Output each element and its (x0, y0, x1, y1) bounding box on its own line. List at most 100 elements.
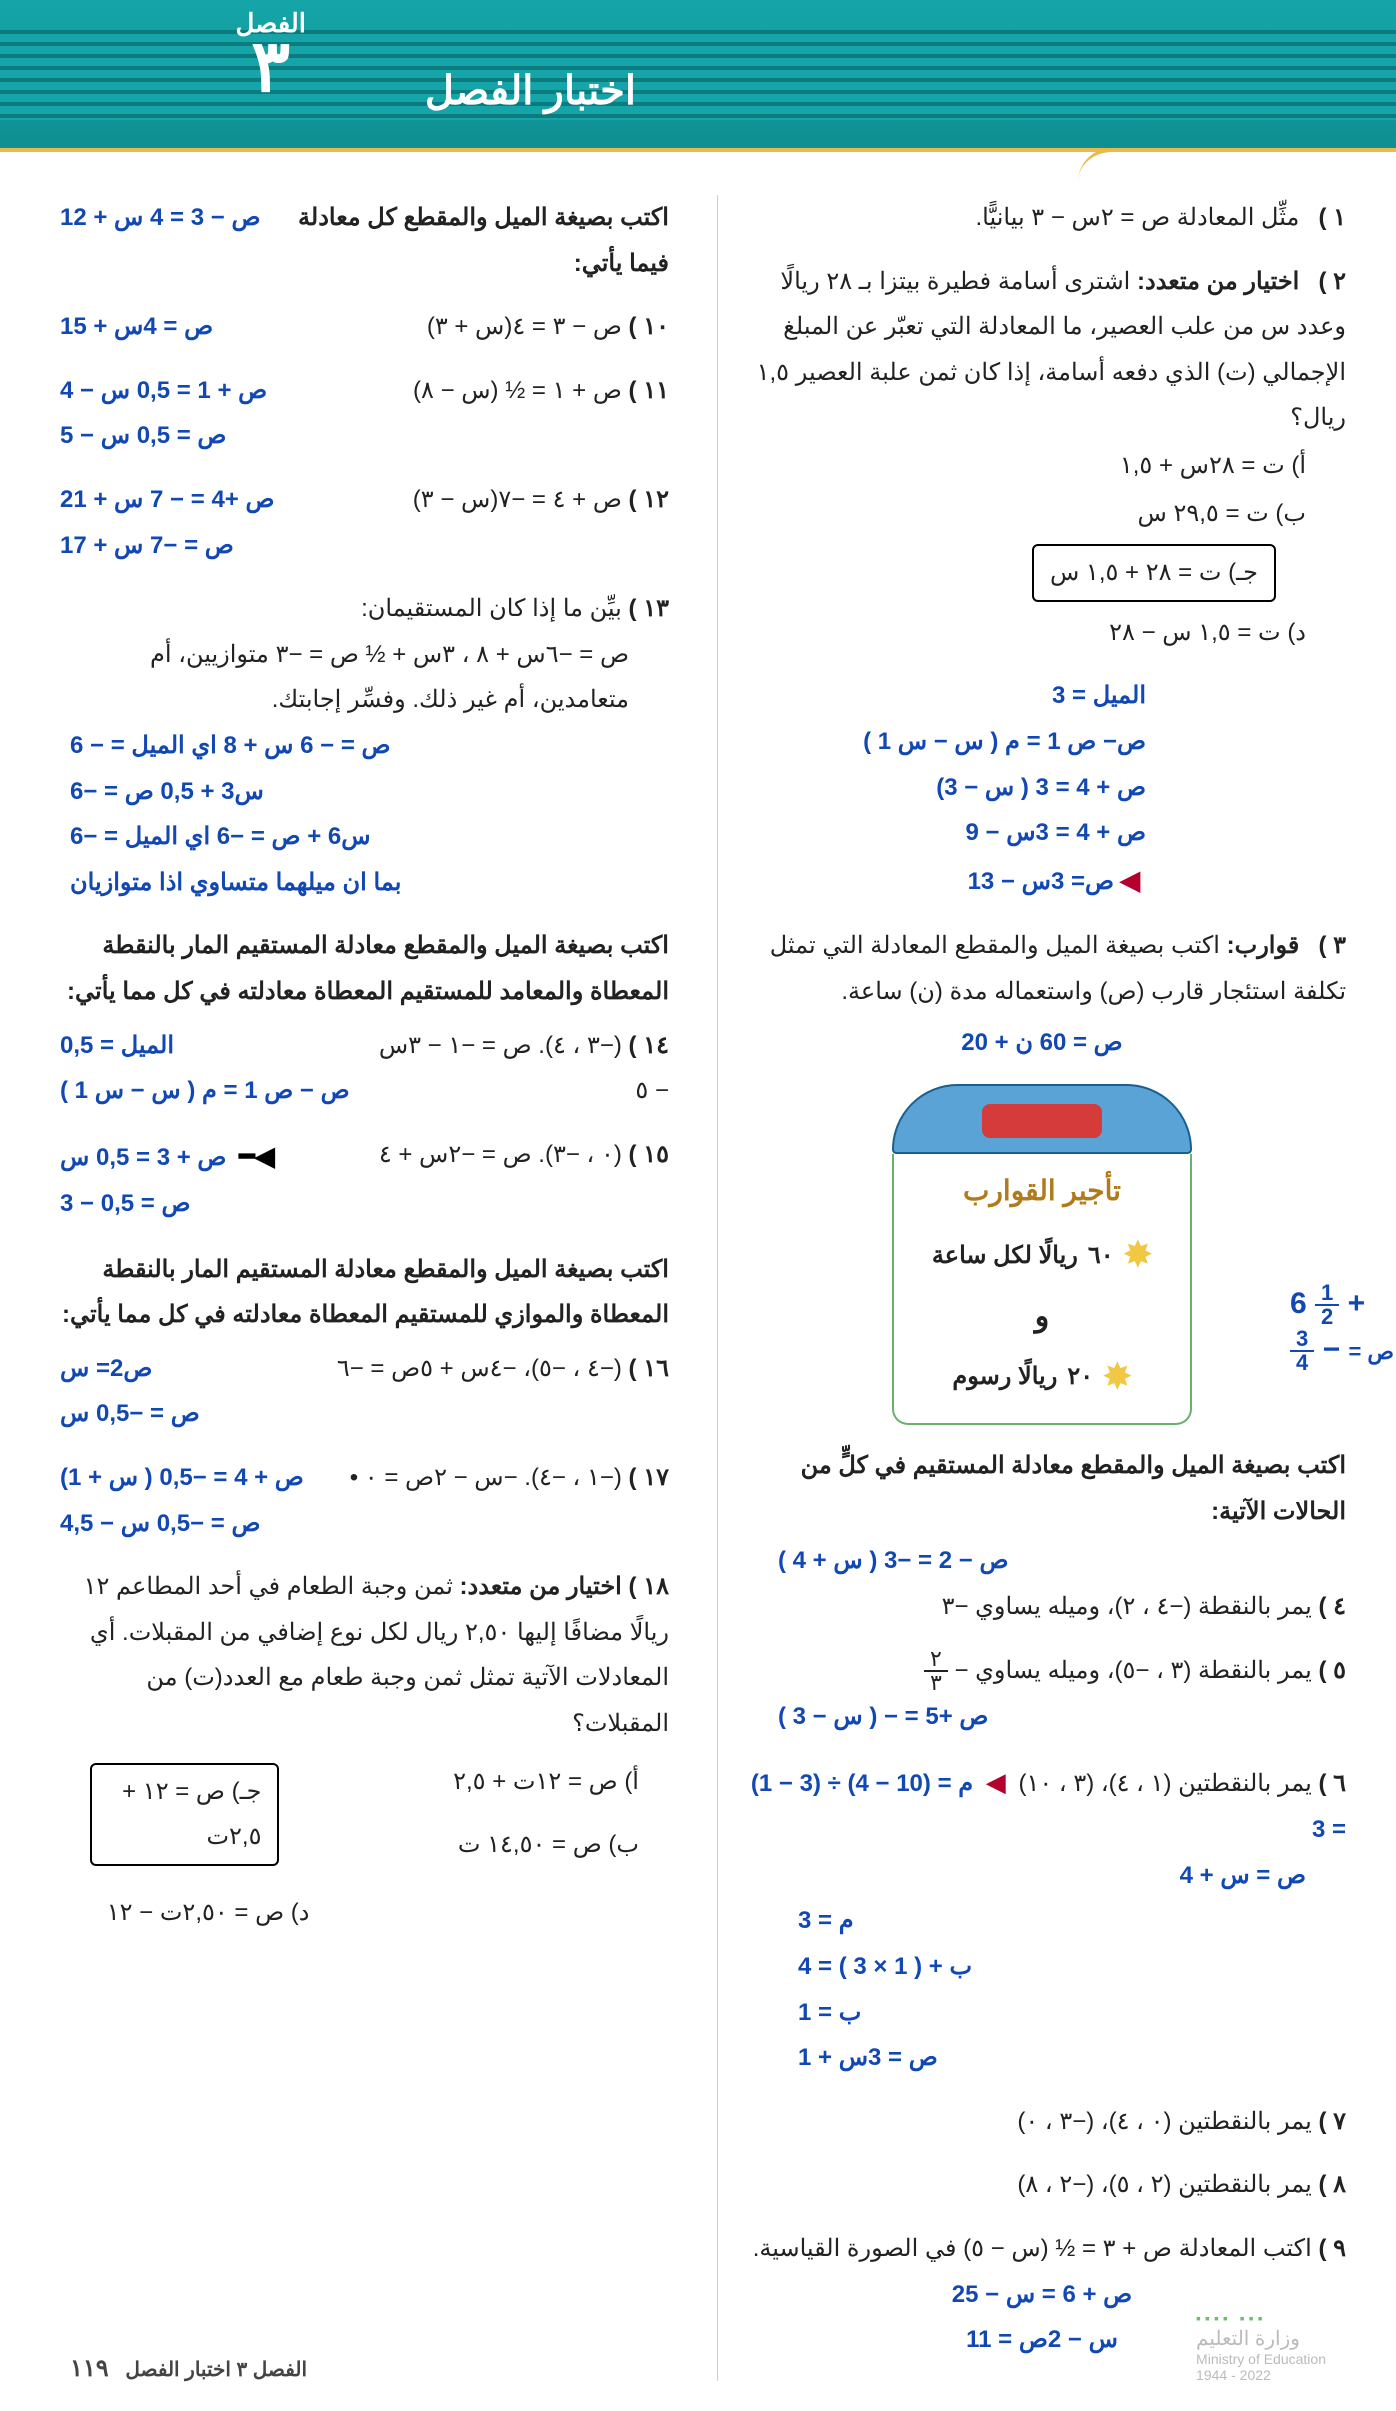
page-number: ١١٩ (70, 2355, 109, 2382)
q1-text: مثِّل المعادلة ص = ٢س − ٣ بيانيًّا. (975, 204, 1299, 231)
q12-a2: ص = −7 س + 17 (60, 523, 275, 569)
section-line: اكتب بصيغة الميل والمقطع معادلة المستقيم… (738, 1443, 1346, 1534)
chapter-badge: الفصل ٣ (235, 8, 306, 97)
q3: ٣ ) قوارب: اكتب بصيغة الميل والمقطع المع… (738, 923, 1346, 1066)
q7: ٧ ) يمر بالنقطتين (٠ ، ٤)، (−٣ ، ٠) (738, 2099, 1346, 2145)
header-divider (0, 148, 1396, 184)
slope-l5: ص= 3س − 13 (968, 868, 1114, 895)
header-stripes (0, 30, 1396, 120)
q15-text: (٠ ، −٣). ص = −٢س + ٤ (379, 1141, 622, 1168)
q5: ٥ ) يمر بالنقطة (٣ ، −٥)، وميله يساوي − … (738, 1648, 1346, 1740)
q13-text: بيِّن ما إذا كان المستقيمان: (361, 595, 622, 622)
q7-num: ٧ ) (1318, 2108, 1346, 2135)
q18-label: اختيار من متعدد: (460, 1573, 622, 1600)
q2-opt-c: جـ) ت = ٢٨ + ١,٥ س (1032, 544, 1276, 602)
page-info: الفصل ٣ اختبار الفصل ١١٩ (70, 2354, 307, 2383)
q17-num: ١٧ ) (629, 1464, 669, 1491)
q13-a2: س3 + 0,5 ص = −6 (70, 769, 669, 815)
q3-num: ٣ ) (1306, 923, 1346, 969)
q13-a4: بما ان ميلهما متساوي اذا متوازيان (70, 860, 669, 906)
q18-opt-b: ب) ص = ١٤,٥٠ ت (389, 1822, 639, 1868)
q6-c2: م = 3 (798, 1898, 1346, 1944)
q3-ans: ص = 60 ن + 20 (738, 1020, 1346, 1066)
q4: ٤ ) يمر بالنقطة (−٤ ، ٢)، وميله يساوي −٣ (738, 1584, 1346, 1630)
q12-text: ص + ٤ = −٧(س − ٣) (413, 486, 622, 513)
q14-num: ١٤ ) (629, 1032, 669, 1059)
q11-a1: ص + 1 = 0,5 س − 4 (60, 368, 267, 414)
q10-num: ١٠ ) (629, 313, 669, 340)
q18-opt-a: أ) ص = ١٢ت + ٢,٥ (389, 1759, 639, 1805)
slope-l4: ص + 4 = 3س − 9 (738, 810, 1146, 856)
boat-row-1: ✸ ٦٠ ريالًا لكل ساعة (902, 1223, 1182, 1288)
arrow-icon: ◀━ (239, 1141, 275, 1171)
q8-num: ٨ ) (1318, 2171, 1346, 2198)
q13-num: ١٣ ) (629, 595, 669, 622)
q14-text: (−٣ ، ٤). ص = −١ − ٣س − ٥ (379, 1032, 669, 1105)
sec3: اكتب بصيغة الميل والمقطع معادلة المستقيم… (60, 1247, 669, 1338)
sec2: اكتب بصيغة الميل والمقطع معادلة المستقيم… (60, 923, 669, 1014)
q14-a4: ص = 0,5 − 3 (60, 1181, 281, 1227)
q7-text: يمر بالنقطتين (٠ ، ٤)، (−٣ ، ٠) (1017, 2108, 1311, 2135)
q14-a2: ص − ص 1 = م ( س − س 1 ) (60, 1068, 350, 1114)
left-header: اكتب بصيغة الميل والمقطع كل معادلة فيما … (280, 195, 669, 286)
q17-text: (−١ ، −٤). −س − ٢ص = ٠ • (350, 1464, 622, 1491)
ministry-logo: ▪▪▪ ▪▪▪▪ وزارة التعليم Ministry of Educa… (1196, 2310, 1326, 2383)
q18: ١٨ ) اختيار من متعدد: ثمن وجبة الطعام في… (60, 1564, 669, 1937)
q1: ١ ) مثِّل المعادلة ص = ٢س − ٣ بيانيًّا. (738, 195, 1346, 241)
q18-opt-c: جـ) ص = ١٢ + ٢,٥ت (90, 1763, 280, 1866)
q16-a2: ص = −0,5 س (60, 1391, 200, 1437)
q2-options: أ) ت = ٢٨س + ١,٥ ب) ت = ٢٩,٥ س جـ) ت = ٢… (738, 443, 1346, 655)
chapter-number: ٣ (235, 39, 306, 97)
q2: ٢ ) اختيار من متعدد: اشترى أسامة فطيرة ب… (738, 259, 1346, 656)
q11-num: ١١ ) (629, 377, 669, 404)
ministry-year: 2022 - 1944 (1196, 2367, 1326, 2383)
q4-num: ٤ ) (1318, 1593, 1346, 1620)
q17: ١٧ ) (−١ ، −٤). −س − ٢ص = ٠ • ص + 4 = −0… (60, 1455, 669, 1546)
q6-c3: ب + ( 1 × 3 ) = 4 (798, 1944, 1346, 1990)
q10-a1: ص − 3 = 4 س + 12 (60, 195, 260, 241)
boat-infographic: تأجير القوارب ✸ ٦٠ ريالًا لكل ساعة و ✸ ٢… (892, 1084, 1192, 1425)
arrow-icon: ◀ (986, 1767, 1006, 1797)
q3-label: قوارب: (1227, 932, 1300, 959)
q10: ١٠ ) ص − ٣ = ٤(س + ٣) ص = 4س + 15 (60, 304, 669, 350)
q16-a1: ص2= س (60, 1346, 200, 1392)
column-left: اكتب بصيغة الميل والمقطع كل معادلة فيما … (60, 195, 689, 2381)
q15-num: ١٥ ) (629, 1141, 669, 1168)
column-right: ١ ) مثِّل المعادلة ص = ٢س − ٣ بيانيًّا. … (717, 195, 1346, 2381)
boat-and: و (902, 1288, 1182, 1345)
q2-num: ٢ ) (1306, 259, 1346, 305)
q14-a3: ص + 3 = 0,5 س (60, 1144, 226, 1171)
q2-label: اختيار من متعدد: (1137, 268, 1299, 295)
boat-row-2: ✸ ٢٠ ريالًا رسوم (902, 1345, 1182, 1410)
q5-num: ٥ ) (1318, 1657, 1346, 1684)
chapter-title: اختبار الفصل (425, 68, 636, 114)
left-header-row: اكتب بصيغة الميل والمقطع كل معادلة فيما … (60, 195, 669, 286)
q6-ans-inline: ص = س + 4 (738, 1853, 1346, 1899)
q8-text: يمر بالنقطتين (٢ ، ٥)، (−٢ ، ٨) (1017, 2171, 1311, 2198)
boat-r2-num: ٢٠ (1067, 1354, 1093, 1400)
q10-text: ص − ٣ = ٤(س + ٣) (427, 313, 622, 340)
s1-ans: ص − 2 = −3 ( س + 4 ) (738, 1538, 1346, 1584)
q11: ١١ ) ص + ١ = ½ (س − ٨) ص + 1 = 0,5 س − 4… (60, 368, 669, 459)
q5-text: يمر بالنقطة (٣ ، −٥)، وميله يساوي − (948, 1657, 1312, 1684)
q17-a2: ص = −0,5 س − 4,5 (60, 1501, 304, 1547)
boat-r1-num: ٦٠ (1088, 1233, 1114, 1279)
q9-text: اكتب المعادلة ص + ٣ = ½ (س − ٥) في الصور… (753, 2235, 1312, 2262)
q13-a3: س6 + ص = −6 اي الميل = −6 (70, 814, 669, 860)
q6: ٦ ) يمر بالنقطتين (١ ، ٤)، (٣ ، ١٠) ◀ م … (738, 1758, 1346, 2081)
star-icon: ✸ (1103, 1345, 1132, 1410)
q14-a1: الميل = 0,5 (60, 1023, 350, 1069)
q16: ١٦ ) (−٤ ، −٥)، −٤س + ٥ص = −٦ ص2= س ص = … (60, 1346, 669, 1437)
q5-frac: ٢٣ (924, 1648, 948, 1694)
slope-l2: ص− ص 1 = م ( س − س 1 ) (738, 719, 1146, 765)
q6-c5: ص = 3س + 1 (798, 2035, 1346, 2081)
slope-l1: الميل = 3 (738, 673, 1146, 719)
q10-a2: ص = 4س + 15 (60, 304, 213, 350)
q2-opt-a: أ) ت = ٢٨س + ١,٥ (738, 443, 1306, 489)
q6-num: ٦ ) (1318, 1770, 1346, 1797)
boat-r1-txt: ريالًا لكل ساعة (932, 1233, 1078, 1279)
q2-opt-b: ب) ت = ٢٩,٥ س (738, 491, 1306, 537)
q17-a1: ص + 4 = −0,5 ( س + 1) (60, 1455, 304, 1501)
boat-illustration (892, 1084, 1192, 1154)
q18-options: أ) ص = ١٢ت + ٢,٥ ب) ص = ١٤,٥٠ ت جـ) ص = … (60, 1757, 669, 1938)
